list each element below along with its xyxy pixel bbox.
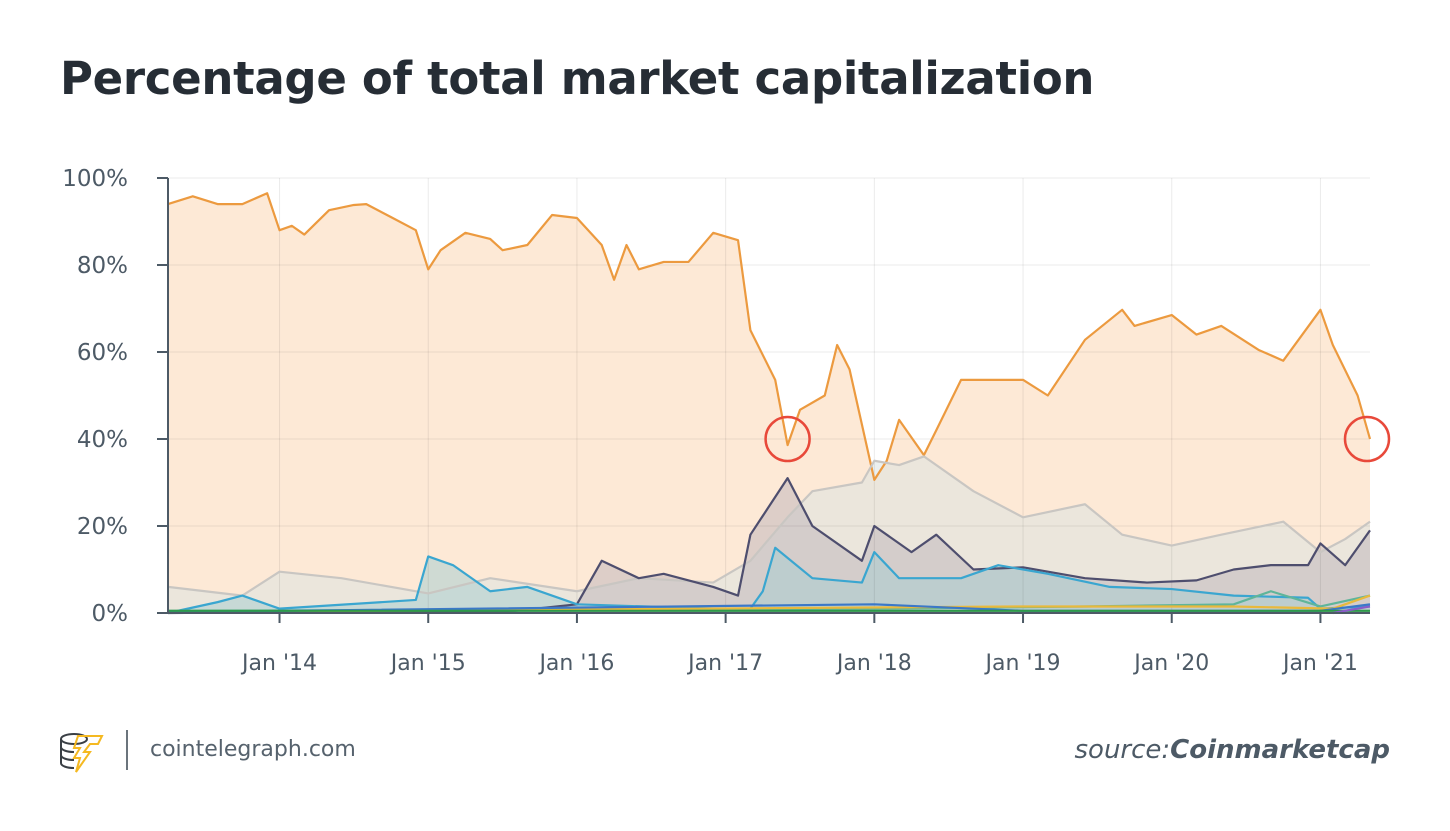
source-prefix: source: [1074,735,1171,765]
series-area-3 [168,547,1370,613]
y-tick-label: 20% [77,514,128,540]
x-tick-label: Jan '20 [1132,651,1209,676]
series-line-3 [167,546,1371,615]
source-name: Coinmarketcap [1170,735,1390,765]
x-tick-label: Jan '15 [389,651,466,676]
y-tick-label: 40% [77,427,128,453]
series-line-2 [167,477,1371,615]
series-line-0 [167,192,1372,481]
y-tick-label: 60% [77,340,128,366]
source-credit: source:Coinmarketcap [1075,735,1391,765]
highlight-circle [764,415,811,463]
series-area-1 [168,456,1370,613]
x-tick-label: Jan '16 [537,651,614,676]
x-tick-label: Jan '18 [835,651,912,676]
series-line-1 [167,455,1371,597]
cointelegraph-logo [60,733,104,773]
y-tick-label: 100% [62,166,128,192]
x-tick-label: Jan '14 [240,651,317,676]
footer-divider [126,730,128,770]
highlight-circle [1343,415,1391,463]
series-line-5 [167,594,1371,614]
x-tick-label: Jan '21 [1281,651,1358,676]
footer-site[interactable]: cointelegraph.com [150,737,356,762]
chart-title: Percentage of total market capitalizatio… [60,52,1095,105]
x-tick-label: Jan '17 [686,651,763,676]
y-tick-label: 0% [92,601,129,627]
series-line-8 [1332,605,1371,615]
y-tick-label: 80% [77,253,128,279]
series-line-4 [167,590,1371,612]
x-tick-label: Jan '19 [984,651,1061,676]
